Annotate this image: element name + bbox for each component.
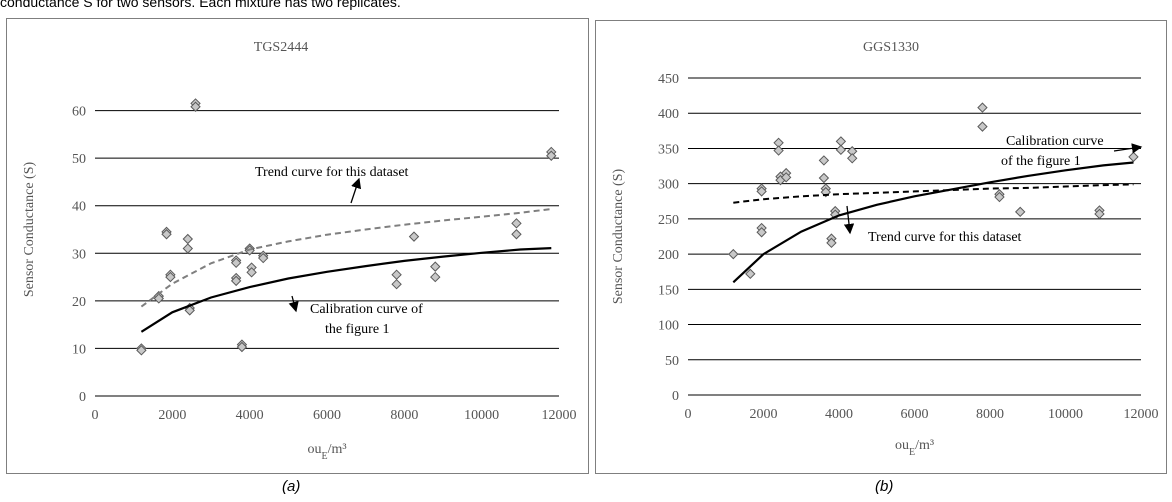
annotation-arrow [1113,143,1143,154]
data-point [780,172,792,183]
data-point [835,144,847,156]
x-tick-label: 10000 [1048,407,1083,422]
trend-curve [140,208,552,308]
data-point [728,248,739,260]
annotation-arrow [843,205,855,235]
y-tick-label: 40 [72,200,86,215]
annotation-text: Trend curve for this dataset [868,230,1022,245]
data-point [161,229,172,240]
x-tick-label: 4000 [825,407,853,422]
x-tick-label: 12000 [542,408,577,423]
data-point [756,227,767,238]
x-tick-label: 8000 [976,407,1004,422]
data-point [136,345,147,356]
data-point [246,267,257,278]
y-tick-label: 0 [672,389,679,404]
data-point [153,293,165,304]
x-tick-label: 10000 [464,408,499,423]
chart-a: TGS2444 0 10 20 30 40 50 60 0 2000 4000 6000 8000 100… [22,40,577,462]
y-tick-label: 100 [658,319,679,334]
header-text: conductance S for two sensors. Each mixt… [0,0,401,10]
data-point [835,136,847,147]
data-point [994,191,1005,203]
annotation-text: Calibration curve [1006,134,1104,149]
y-tick-label: 400 [658,107,679,122]
annotation-text: Trend curve for this dataset [255,165,409,180]
data-point [430,261,441,272]
chart-title: TGS2444 [254,40,308,55]
data-point [511,218,522,229]
data-point [847,153,858,164]
x-tick-label: 2000 [750,407,778,422]
y-tick-label: 20 [72,295,86,310]
x-tick-label: 12000 [1124,407,1159,422]
data-point [1094,208,1105,220]
x-tick-label: 4000 [236,408,264,423]
data-point [977,102,988,113]
data-point [391,269,402,280]
data-point [511,229,522,240]
x-tick-label: 6000 [901,407,929,422]
y-tick-label: 50 [665,354,679,369]
annotation-arrow [350,177,362,204]
data-point [230,275,242,287]
y-tick-label: 300 [658,178,679,193]
data-point [184,305,195,316]
calibration-curve [732,161,1134,284]
x-tick-label: 2000 [158,408,186,423]
chart-panel-b: GGS1330 0 50 100 150 200 250 300 350 400 450 0 2000 4… [595,20,1167,474]
caption-b: (b) [875,478,894,495]
data-point [1128,151,1139,163]
data-point [236,341,248,353]
annotation-text: Calibration curve of [310,302,423,317]
y-tick-label: 0 [79,390,86,405]
y-tick-label: 50 [72,152,86,167]
y-tick-label: 250 [658,213,679,228]
y-tick-label: 30 [72,247,86,262]
y-tick-label: 450 [658,72,679,87]
data-point [818,155,830,166]
data-point [391,279,402,290]
annotation-text: of the figure 1 [1001,154,1081,169]
x-axis-label: ouE/m³ [307,442,346,462]
data-point [745,268,756,280]
data-point [826,237,837,249]
data-point [430,271,441,283]
y-tick-label: 200 [658,248,679,263]
data-point [182,243,194,254]
x-tick-label: 6000 [313,408,341,423]
data-point [230,257,242,269]
y-tick-label: 150 [658,283,679,298]
x-axis-label: ouE/m³ [895,438,934,458]
chart-b: GGS1330 0 50 100 150 200 250 300 350 400 450 0 2000 4… [611,40,1159,458]
x-tick-label: 0 [685,407,692,422]
x-tick-label: 0 [92,408,99,423]
y-tick-label: 350 [658,142,679,157]
chart-title: GGS1330 [863,40,919,55]
calibration-curve [140,247,552,333]
data-point [165,271,176,283]
data-point [977,121,988,132]
data-point [818,172,830,184]
data-point [257,252,269,264]
y-axis-label: Sensor Conductance (S) [611,169,626,305]
data-point [1014,206,1026,218]
chart-panel-a: TGS2444 0 10 20 30 40 50 60 0 2000 4000 6000 8000 100… [6,18,589,474]
data-point [182,233,194,245]
trend-curve [733,183,1134,204]
x-tick-label: 8000 [390,408,418,423]
data-point [190,101,201,112]
data-point [756,186,767,197]
data-point [408,231,420,242]
annotation-arrow [288,295,299,313]
data-point [773,145,784,156]
annotation-text: the figure 1 [325,322,390,337]
y-tick-label: 60 [72,105,86,120]
y-tick-label: 10 [72,342,86,357]
caption-a: (a) [282,478,301,495]
y-axis-label: Sensor Conductance (S) [22,162,37,298]
data-point [546,150,557,161]
